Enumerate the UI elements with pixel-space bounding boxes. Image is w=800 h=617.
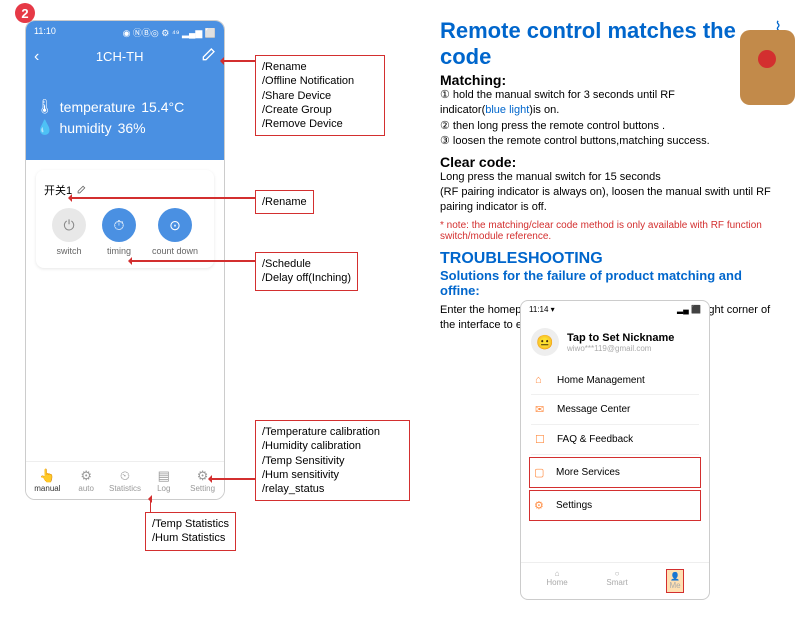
faq-icon: ☐	[535, 433, 549, 446]
status-bar-2: 11:14 ▾▂▄ ⬛	[521, 301, 709, 318]
countdown-button[interactable]: ⊙count down	[152, 208, 198, 256]
edit-icon[interactable]	[200, 47, 216, 66]
app-phone-2: 11:14 ▾▂▄ ⬛ 😐 Tap to Set Nicknamewiwo***…	[520, 300, 710, 600]
annot-stats: /Temp Statistics /Hum Statistics	[145, 512, 236, 551]
nickname-row[interactable]: 😐 Tap to Set Nicknamewiwo***119@gmail.co…	[521, 318, 709, 366]
annot-timing: /Schedule /Delay off(Inching)	[255, 252, 358, 291]
pencil-icon[interactable]	[76, 185, 86, 195]
menu-faq[interactable]: ☐FAQ & Feedback	[531, 425, 699, 455]
switch-button[interactable]: ⏻switch	[52, 208, 86, 256]
tab2-home[interactable]: ⌂Home	[546, 569, 567, 593]
clear-heading: Clear code:	[440, 154, 785, 170]
troubleshooting-sub: Solutions for the failure of product mat…	[440, 268, 785, 299]
back-icon[interactable]: ‹	[34, 48, 39, 66]
tab-manual[interactable]: 👆manual	[28, 468, 67, 493]
readings-panel: 🌡temperature 15.4°C 💧humidity 36%	[26, 79, 224, 160]
menu-more-services[interactable]: ▢More Services	[529, 457, 701, 488]
annot-settings: /Temperature calibration /Humidity calib…	[255, 420, 410, 501]
bottom-tabs: 👆manual ⚙auto ⏲Statistics ▤Log ⚙Setting	[26, 461, 224, 499]
switch-card: 开关1 ⏻switch ⏱timing ⊙count down	[36, 170, 214, 268]
annot-rename: /Rename	[255, 190, 314, 214]
tab-log[interactable]: ▤Log	[144, 468, 183, 493]
remote-image	[740, 30, 795, 105]
instructions-column: Remote control matches the code Matching…	[440, 18, 785, 334]
settings-icon: ⚙	[534, 499, 548, 512]
troubleshooting-title: TROUBLESHOOTING	[440, 250, 785, 268]
annot-edit-menu: /Rename /Offline Notification /Share Dev…	[255, 55, 385, 136]
status-bar: 11:10 ◉ ⓃⒷ◎ ⚙ ⁴⁹ ▂▄▆ ⬜	[34, 26, 216, 39]
step-badge: 2	[15, 3, 35, 23]
tab2-smart[interactable]: ○Smart	[606, 569, 627, 593]
timing-button[interactable]: ⏱timing	[102, 208, 136, 256]
home-icon: ⌂	[535, 374, 549, 386]
message-icon: ✉	[535, 403, 549, 416]
matching-heading: Matching:	[440, 72, 785, 88]
services-icon: ▢	[534, 466, 548, 479]
tab-statistics[interactable]: ⏲Statistics	[106, 468, 145, 493]
menu-settings[interactable]: ⚙Settings	[529, 490, 701, 521]
thermometer-icon: 🌡	[36, 98, 54, 115]
tab2-me[interactable]: 👤Me	[666, 569, 683, 593]
menu-home-management[interactable]: ⌂Home Management	[531, 366, 699, 395]
note-text: * note: the matching/clear code method i…	[440, 220, 785, 242]
device-title: 1CH-TH	[96, 49, 144, 64]
tab-auto[interactable]: ⚙auto	[67, 468, 106, 493]
main-title: Remote control matches the code	[440, 18, 785, 70]
tab-setting[interactable]: ⚙Setting	[183, 468, 222, 493]
humidity-icon: 💧	[36, 119, 53, 136]
menu-message-center[interactable]: ✉Message Center	[531, 395, 699, 425]
avatar-icon: 😐	[531, 328, 559, 356]
